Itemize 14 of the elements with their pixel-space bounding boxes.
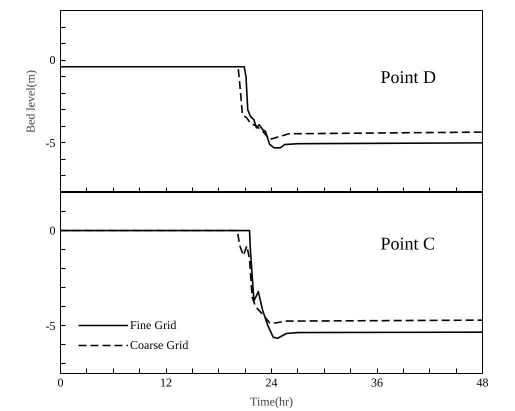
x-tick-label: 12 [160, 376, 172, 390]
x-axis-title: Time(hr) [250, 394, 293, 408]
y-tick-label: -5 [46, 318, 56, 333]
legend-label: Fine Grid [130, 318, 176, 332]
y-axis-title: Bed level(m) [24, 70, 38, 133]
y-tick-label: 0 [50, 53, 56, 68]
x-tick-label: 36 [371, 376, 383, 390]
annotation: Point D [380, 66, 436, 87]
annotation: Point C [380, 234, 436, 254]
x-tick-label: 24 [266, 376, 278, 390]
legend-label: Coarse Grid [130, 338, 188, 352]
y-tick-label: 0 [50, 224, 56, 238]
y-tick-label: -5 [46, 136, 56, 150]
x-tick-label: 48 [476, 376, 488, 390]
